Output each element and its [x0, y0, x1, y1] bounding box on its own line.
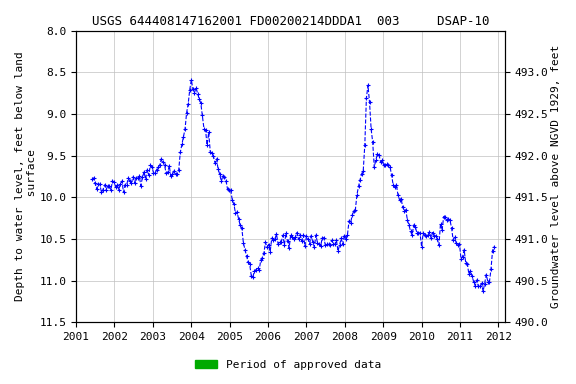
Y-axis label: Depth to water level, feet below land
 surface: Depth to water level, feet below land su…: [15, 51, 37, 301]
Title: USGS 644408147162001 FD00200214DDDA1  003     DSAP-10: USGS 644408147162001 FD00200214DDDA1 003…: [92, 15, 489, 28]
Bar: [92, 323, 101, 333]
Bar: [140, 323, 498, 333]
Y-axis label: Groundwater level above NGVD 1929, feet: Groundwater level above NGVD 1929, feet: [551, 45, 561, 308]
Legend: Period of approved data: Period of approved data: [191, 356, 385, 375]
